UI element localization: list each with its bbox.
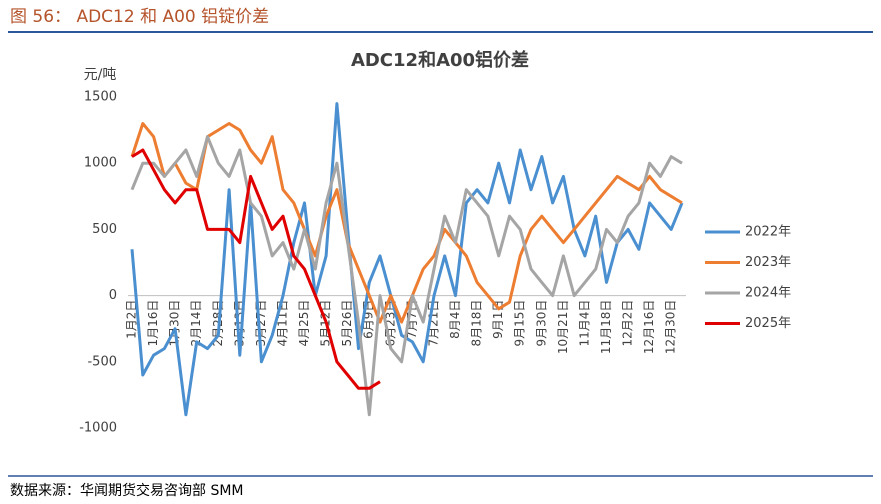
y-tick-label: -500 (87, 354, 117, 369)
series-line (130, 102, 684, 417)
x-tick-label: 9月15日 (513, 300, 527, 347)
x-tick-label: 10月21日 (556, 300, 570, 355)
legend-label: 2022年 (745, 225, 791, 240)
x-tick-label: 4月11日 (275, 300, 289, 347)
x-tick-label: 12月30日 (664, 300, 678, 355)
x-tick-label: 1月2日 (125, 300, 139, 339)
source-note: 数据来源：华闻期货交易咨询部 SMM (10, 482, 244, 499)
x-tick-label: 9月30日 (534, 300, 548, 347)
y-tick-label: 0 (109, 288, 117, 303)
series-line (130, 135, 683, 417)
legend-label: 2025年 (745, 316, 791, 331)
x-tick-label: 11月4日 (577, 300, 591, 347)
x-tick-label: 1月16日 (146, 300, 160, 347)
x-tick-label: 8月4日 (448, 300, 462, 339)
series-line (131, 148, 381, 390)
x-tick-label: 9月1日 (491, 300, 505, 339)
y-tick-label: 1500 (84, 90, 117, 105)
figure-title: 图 56： ADC12 和 A00 铝锭价差 (10, 7, 269, 27)
x-tick-label: 2月14日 (189, 300, 203, 347)
series-line (130, 122, 683, 324)
legend-label: 2024年 (745, 286, 791, 301)
y-tick-label: -1000 (79, 421, 117, 436)
x-tick-label: 12月2日 (621, 300, 635, 347)
legend-label: 2023年 (745, 255, 791, 270)
chart-title: ADC12和A00铝价差 (351, 49, 529, 71)
x-tick-label: 8月18日 (470, 300, 484, 347)
x-tick-label: 12月16日 (642, 300, 656, 355)
y-tick-label: 1000 (84, 156, 117, 171)
x-tick-label: 11月18日 (599, 300, 613, 355)
x-tick-label: 4月25日 (297, 300, 311, 347)
x-tick-label: 5月26日 (340, 300, 354, 347)
y-tick-label: 500 (92, 222, 117, 237)
y-axis-label: 元/吨 (84, 67, 117, 83)
